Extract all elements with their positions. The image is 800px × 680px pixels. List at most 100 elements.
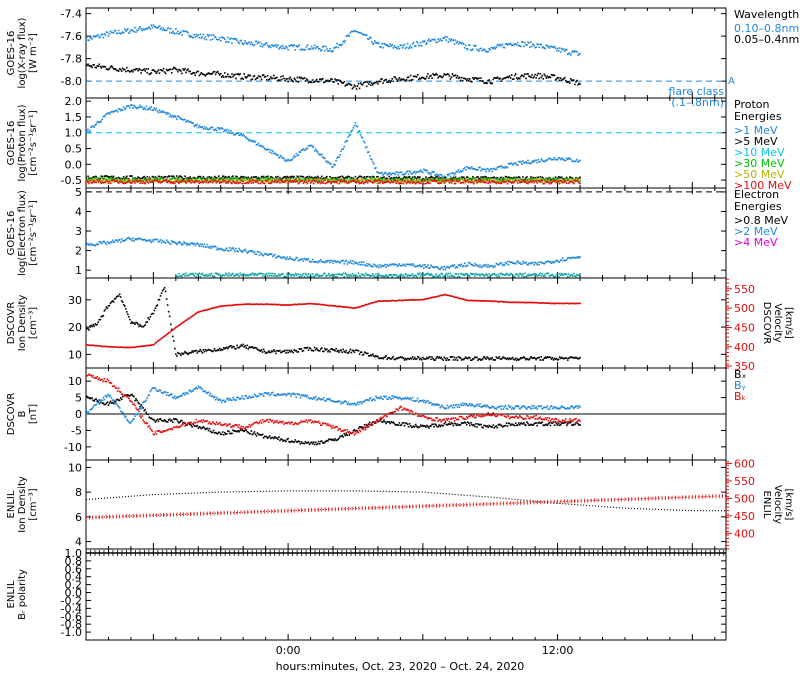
data-point: [517, 160, 520, 163]
data-point: [406, 42, 409, 45]
data-point: [155, 72, 158, 75]
data-point: [490, 274, 493, 277]
data-point: [100, 67, 103, 69]
data-point: [493, 46, 496, 49]
data-point: [338, 176, 340, 179]
data-point: [383, 176, 385, 178]
data-point: [211, 126, 214, 129]
data-point: [257, 272, 260, 275]
data-point: [430, 39, 432, 42]
data-point: [211, 275, 214, 277]
data-point: [463, 166, 466, 169]
data-point: [390, 274, 392, 276]
data-point: [535, 178, 537, 181]
data-point: [200, 71, 203, 74]
data-point: [551, 158, 554, 161]
data-point: [86, 327, 88, 330]
data-point: [360, 273, 363, 276]
data-point: [408, 263, 411, 266]
data-point: [295, 274, 298, 277]
data-point: [473, 182, 475, 185]
data-point: [222, 130, 225, 133]
data-point: [175, 353, 177, 355]
data-point: [505, 43, 508, 45]
data-point: [299, 77, 302, 80]
data-point: [224, 249, 226, 252]
data-point: [115, 180, 118, 182]
data-point: [170, 328, 173, 331]
data-point: [473, 180, 475, 183]
data-point: [279, 256, 281, 258]
data-point: [349, 32, 352, 34]
data-point: [341, 260, 344, 262]
data-point: [112, 301, 115, 303]
data-point: [250, 179, 253, 181]
data-point: [548, 177, 551, 180]
data-point: [504, 175, 507, 178]
data-point: [287, 158, 289, 161]
data-point: [550, 182, 553, 185]
data-point: [301, 350, 304, 352]
data-point: [333, 180, 335, 183]
data-point: [444, 178, 447, 181]
data-point: [279, 155, 281, 158]
data-point: [459, 178, 462, 181]
data-point: [159, 28, 162, 30]
data-point: [296, 351, 299, 353]
data-point: [579, 159, 581, 162]
data-point: [575, 50, 577, 53]
data-point: [113, 177, 116, 180]
data-point: [394, 179, 397, 182]
data-point: [428, 77, 430, 79]
data-point: [402, 263, 405, 266]
data-point: [309, 177, 312, 180]
data-point: [409, 275, 412, 277]
data-point: [307, 180, 310, 183]
data-point: [374, 276, 376, 278]
data-point: [260, 349, 263, 351]
data-point: [260, 145, 263, 148]
data-point: [122, 68, 125, 71]
data-point: [416, 355, 419, 358]
data-point: [228, 175, 230, 178]
data-point: [410, 177, 413, 180]
data-point: [447, 41, 450, 43]
data-point: [341, 43, 344, 46]
data-point: [123, 178, 126, 180]
data-point: [537, 43, 539, 46]
data-point: [87, 39, 89, 41]
data-point: [292, 45, 295, 48]
data-point: [410, 179, 413, 181]
data-point: [519, 45, 521, 47]
data-point: [302, 349, 305, 352]
data-point: [367, 151, 370, 153]
data-point: [378, 80, 380, 83]
data-point: [533, 264, 535, 266]
data-point: [479, 181, 481, 183]
data-point: [525, 77, 527, 80]
data-point: [552, 275, 555, 278]
data-point: [403, 359, 406, 361]
data-point: [298, 181, 301, 184]
data-point: [386, 177, 388, 180]
data-point: [117, 295, 120, 297]
legend-item: >30 MeV: [734, 157, 785, 170]
data-point: [571, 79, 573, 81]
data-point: [209, 181, 212, 183]
data-point: [139, 323, 141, 326]
data-point: [426, 75, 428, 78]
data-point: [309, 144, 312, 147]
data-point: [263, 275, 266, 278]
data-point: [280, 180, 282, 182]
data-point: [355, 349, 358, 352]
data-point: [295, 180, 298, 182]
data-point: [313, 150, 316, 152]
data-point: [205, 73, 208, 76]
data-point: [277, 275, 279, 277]
data-point: [167, 175, 170, 177]
data-point: [391, 181, 394, 183]
data-point: [320, 347, 323, 349]
data-point: [279, 79, 281, 81]
data-point: [497, 179, 500, 182]
data-point: [380, 357, 382, 359]
